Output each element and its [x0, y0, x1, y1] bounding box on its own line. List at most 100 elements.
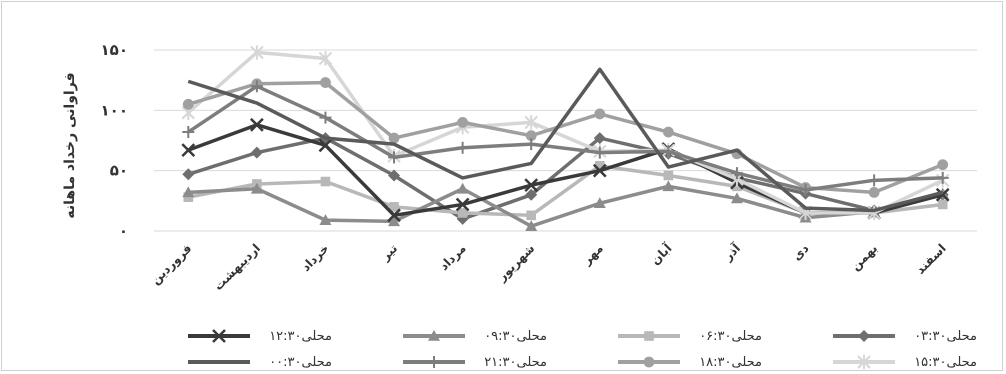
series-line [188, 184, 944, 228]
data-point [525, 220, 538, 231]
x-tick-label: دی [790, 241, 812, 263]
data-point [318, 138, 333, 153]
data-point [455, 197, 470, 212]
data-point [525, 188, 538, 201]
data-point [183, 192, 194, 203]
legend: ۰۳:۳۰محلی ۰۶:۳۰محلی ۰۹:۳۰محلی ۱۲:۳۰محلی ۱۵:۳… [188, 329, 977, 370]
series-line [187, 84, 943, 192]
legend-item: ۰۳:۳۰محلی [833, 329, 977, 344]
data-point [643, 356, 655, 368]
data-point [868, 174, 881, 187]
data-point [320, 176, 331, 187]
legend-label: ۱۵:۳۰محلی [914, 355, 977, 370]
data-point [593, 146, 606, 159]
gridlines [154, 49, 977, 232]
data-point [319, 111, 332, 124]
series [181, 45, 950, 221]
x-axis-ticks: فروردین اردیبهشت خرداد تیر مرداد شهریور مهر آبا… [148, 240, 948, 293]
data-point [592, 163, 607, 178]
y-tick-label: ۵۰ [110, 162, 128, 180]
data-point [662, 145, 675, 158]
data-point [526, 210, 537, 221]
data-point [594, 161, 605, 171]
data-point [524, 178, 539, 193]
data-point [524, 115, 538, 130]
x-tick-label: اردیبهشت [211, 241, 263, 293]
x-tick-label: مهر [579, 241, 606, 268]
data-point [250, 80, 263, 93]
data-point [937, 199, 948, 210]
data-point [730, 192, 743, 204]
data-point [593, 132, 606, 145]
data-point [663, 170, 674, 181]
data-point [182, 98, 194, 110]
data-point [730, 167, 743, 180]
legend-item: ۰۹:۳۰محلی [403, 329, 547, 344]
data-point [457, 117, 469, 128]
legend-item: ۲۱:۳۰محلی [403, 355, 547, 370]
data-point [182, 186, 195, 198]
legend-item: ۱۲:۳۰محلی [188, 329, 332, 344]
data-point [662, 126, 674, 138]
legend-item: ۰۰:۳۰محلی [188, 355, 332, 370]
legend-label: ۰۳:۳۰محلی [914, 329, 977, 344]
series [187, 67, 944, 213]
x-tick-label: تیر [378, 241, 401, 264]
data-point [428, 330, 440, 341]
y-tick-label: ۱۰۰ [101, 101, 128, 119]
data-point [389, 202, 399, 212]
data-point [457, 208, 468, 218]
data-point [936, 171, 949, 184]
data-point [593, 197, 606, 209]
y-tick-label: ۰ [119, 222, 128, 240]
x-tick-label: مرداد [437, 241, 469, 273]
data-point [935, 187, 950, 202]
legend-item: ۰۶:۳۰محلی [618, 329, 762, 344]
data-point [319, 214, 332, 225]
data-point [388, 151, 401, 164]
legend-label: ۰۶:۳۰محلی [699, 329, 762, 344]
x-tick-label: شهریور [494, 241, 538, 285]
series-line [187, 50, 944, 215]
data-point [182, 126, 195, 139]
data-point [320, 77, 331, 88]
data-point [250, 182, 263, 194]
data-point [182, 168, 195, 181]
data-point [937, 159, 949, 171]
data-point [181, 143, 196, 158]
series [182, 80, 949, 196]
x-tick-label: بهمن [848, 241, 880, 273]
data-point [318, 51, 333, 66]
data-point [525, 130, 537, 142]
y-axis-ticks: ۰ ۵۰ ۱۰۰ ۱۵۰ [101, 41, 128, 240]
y-tick-label: ۱۵۰ [101, 41, 128, 59]
legend-item: ۱۸:۳۰محلی [618, 355, 762, 370]
legend-label: ۰۹:۳۰محلی [484, 329, 547, 344]
data-point [428, 356, 440, 368]
data-point [456, 141, 469, 154]
data-point [250, 45, 264, 60]
data-point [732, 181, 742, 192]
data-point [456, 182, 469, 194]
x-tick-label: آذر [720, 240, 744, 264]
data-point [388, 132, 400, 144]
legend-item: ۱۵:۳۰محلی [833, 354, 977, 370]
data-point [868, 186, 880, 198]
data-point [388, 169, 401, 182]
series-line [187, 67, 944, 213]
x-tick-label: اسفند [913, 241, 949, 277]
data-point [249, 117, 264, 132]
data-point [858, 330, 870, 342]
data-point [250, 146, 263, 159]
legend-label: ۱۲:۳۰محلی [269, 329, 332, 344]
legend-label: ۰۰:۳۰محلی [269, 355, 332, 370]
x-tick-label: خرداد [299, 241, 332, 274]
x-tick-label: آبان [647, 240, 675, 268]
legend-label: ۲۱:۳۰محلی [484, 355, 547, 370]
data-point [387, 208, 401, 223]
legend-label: ۱۸:۳۰محلی [699, 355, 762, 370]
data-point [662, 180, 675, 192]
data-point [594, 108, 606, 120]
series-lines [181, 45, 950, 231]
